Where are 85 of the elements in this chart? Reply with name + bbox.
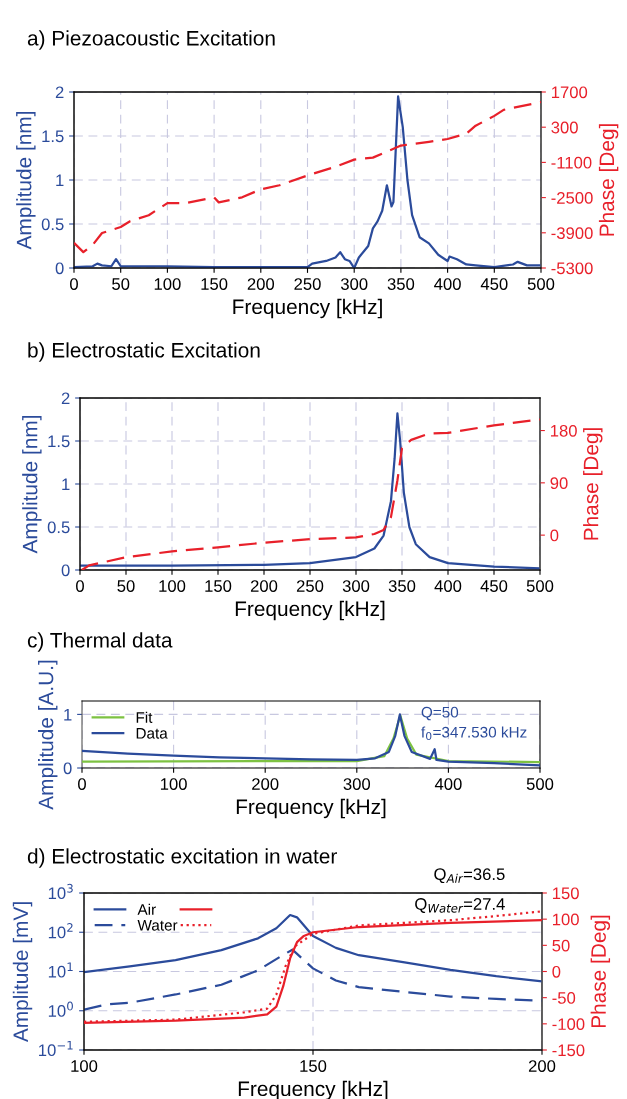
x-tick-label: 0 [78, 778, 86, 790]
y-axis-title: Amplitude [A.U.] [38, 660, 58, 810]
y2-tick-label: 90 [550, 477, 568, 490]
legend-label: Air [137, 903, 156, 915]
chart-title: a) Piezoacoustic Excitation [27, 30, 275, 50]
x-tick-label: 350 [387, 278, 415, 290]
y-tick-label: 0 [55, 262, 64, 275]
y-tick-label: 0.5 [47, 521, 70, 534]
y-axis-title: Amplitude [nm] [22, 416, 42, 554]
x-tick-label: 200 [250, 580, 278, 592]
x-tick-label: 250 [296, 580, 324, 592]
y-tick-label: 0 [63, 762, 72, 775]
x-tick-label: 100 [160, 778, 187, 790]
y-tick-label: 10$^{−1}$ [39, 1041, 73, 1057]
chart-title: b) Electrostatic Excitation [28, 342, 260, 362]
y-tick-label: 10$^{3}$ [48, 883, 73, 900]
x-tick-label: 100 [71, 1060, 98, 1072]
y-tick-label: 10$^{1}$ [48, 962, 73, 978]
y2-tick-label: -100 [552, 1018, 585, 1031]
y-tick-label: 1 [56, 174, 64, 187]
text: Q$_{Air}$=36.5 [434, 868, 505, 884]
x-tick-label: 150 [201, 278, 228, 290]
x-tick-label: 50 [112, 278, 130, 290]
x-axis-title: Frequency [kHz] [233, 298, 382, 319]
y-tick-label: 1 [64, 708, 72, 721]
chart-title: d) Electrostatic excitation in water [27, 848, 337, 868]
x-tick-label: 300 [342, 580, 370, 592]
annotation: f$_{0}$=347.530 kHz [421, 726, 527, 741]
y-tick-label: 1.5 [42, 130, 64, 143]
x-tick-label: 150 [300, 1060, 327, 1072]
x-tick-label: 400 [434, 778, 462, 790]
y2-axis-title: Phase [Deg] [583, 428, 603, 540]
legend-label: Water [137, 920, 178, 931]
chart-title: c) Thermal data [27, 632, 173, 652]
y-tick-label: 0.5 [41, 218, 64, 231]
y-tick-label: 1 [62, 478, 70, 491]
x-tick-label: 100 [154, 278, 181, 290]
x-tick-label: 50 [117, 580, 135, 592]
y2-tick-label: -50 [552, 992, 576, 1004]
x-tick-label: 500 [526, 778, 554, 790]
y2-tick-label: -2500 [551, 192, 593, 204]
y-tick-label: 1.5 [48, 435, 70, 448]
x-axis-title: Frequency [kHz] [236, 798, 386, 819]
x-tick-label: 0 [76, 580, 84, 592]
x-tick-label: 200 [247, 278, 275, 290]
y2-axis-title: Phase [Deg] [590, 915, 611, 1028]
y2-tick-label: -5300 [551, 262, 593, 275]
x-tick-label: 150 [205, 580, 232, 592]
x-tick-label: 450 [480, 278, 508, 290]
y2-tick-label: -150 [552, 1044, 585, 1057]
y-tick-label: 10$^{0}$ [48, 1001, 73, 1017]
x-tick-label: 300 [340, 278, 368, 290]
y-axis-title: Amplitude [nm] [16, 112, 36, 250]
y2-tick-label: -1100 [551, 156, 592, 169]
x-tick-label: 500 [526, 580, 554, 592]
x-tick-label: 300 [343, 778, 371, 790]
x-axis-title: Frequency [kHz] [235, 600, 385, 621]
y2-tick-label: 1700 [551, 86, 588, 99]
y2-tick-label: 150 [552, 887, 579, 900]
x-tick-label: 500 [527, 278, 555, 290]
y2-tick-label: 0 [552, 965, 561, 978]
y-tick-label: 2 [55, 86, 64, 99]
y2-tick-label: 50 [552, 939, 570, 952]
y2-tick-label: 0 [550, 529, 559, 542]
y2-tick-label: 100 [552, 913, 579, 926]
y2-axis-title: Phase [Deg] [598, 124, 619, 236]
x-tick-label: 450 [480, 580, 508, 592]
annotation: Q=50 [421, 706, 459, 721]
annotation: Q$_{Water}$=27.4 [415, 898, 505, 913]
y2-tick-label: 180 [550, 424, 577, 437]
y-tick-label: 0 [61, 564, 70, 577]
x-tick-label: 100 [159, 580, 186, 592]
x-tick-label: 400 [434, 278, 461, 290]
x-tick-label: 200 [252, 778, 279, 790]
x-tick-label: 350 [388, 580, 416, 592]
x-tick-label: 400 [434, 580, 462, 592]
y2-tick-label: -3900 [551, 227, 593, 239]
legend-label: Data [136, 728, 168, 739]
y-tick-label: 2 [61, 392, 70, 405]
x-tick-label: 200 [528, 1060, 556, 1072]
y2-tick-label: 300 [551, 121, 578, 134]
y-axis-title: Amplitude [mV] [12, 902, 33, 1043]
y-tick-label: 10$^{2}$ [48, 923, 73, 939]
x-tick-label: 250 [294, 278, 321, 290]
legend-label: Fit [136, 711, 153, 723]
